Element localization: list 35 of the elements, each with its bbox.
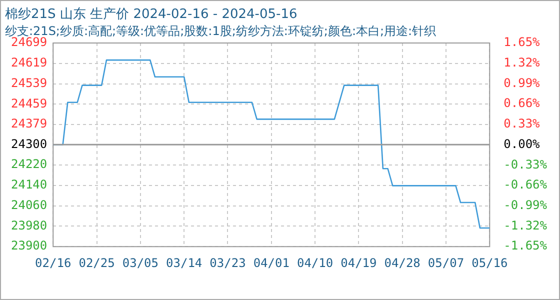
y-tick-label: 23980 — [11, 218, 48, 232]
x-tick-label: 03/14 — [166, 256, 202, 270]
y2-tick-label: 1.32% — [504, 55, 541, 70]
y-tick-label: 24220 — [11, 157, 48, 172]
chart-subtitle: 纱支:21S;纱质:高配;等级:优等品;股数:1股;纺纱方法:环锭纺;颜色:本白;用途:针织 — [5, 24, 436, 38]
y-tick-label: 24699 — [11, 35, 48, 50]
x-tick-label: 02/16 — [35, 256, 72, 270]
chart-title: 棉纱21S 山东 生产价 2024-02-16 - 2024-05-16 — [5, 7, 298, 22]
y2-tick-label: 0.66% — [504, 96, 541, 110]
x-tick-label: 03/23 — [210, 256, 246, 270]
y-tick-label: 24060 — [11, 198, 48, 212]
x-tick-label: 04/19 — [340, 256, 377, 270]
y2-tick-label: 0.99% — [504, 76, 541, 90]
x-tick-label: 04/28 — [384, 256, 420, 270]
y2-tick-label: -0.99% — [504, 198, 548, 212]
x-tick-label: 04/01 — [253, 256, 290, 270]
x-tick-label: 05/07 — [428, 256, 464, 270]
x-tick-label: 05/16 — [472, 256, 508, 270]
y-tick-label: 24539 — [11, 76, 48, 90]
y2-tick-label: -0.66% — [504, 178, 548, 192]
y-tick-label: 24140 — [11, 178, 48, 192]
x-tick-label: 02/25 — [78, 256, 115, 270]
y2-tick-label: 0.33% — [504, 116, 541, 131]
y2-tick-label: -0.33% — [504, 157, 548, 172]
y2-tick-label: 0.00% — [504, 136, 541, 151]
y-tick-label: 24459 — [11, 96, 48, 110]
y-tick-label: 24300 — [11, 136, 48, 151]
y-tick-label: 23900 — [11, 238, 48, 253]
y2-tick-label: -1.32% — [504, 218, 548, 232]
y2-tick-label: -1.65% — [504, 238, 548, 253]
x-tick-label: 04/10 — [296, 256, 334, 270]
y2-tick-label: 1.65% — [504, 35, 541, 50]
y-tick-label: 24379 — [11, 116, 48, 131]
x-tick-label: 03/05 — [122, 256, 158, 270]
y-tick-label: 24619 — [11, 56, 48, 70]
